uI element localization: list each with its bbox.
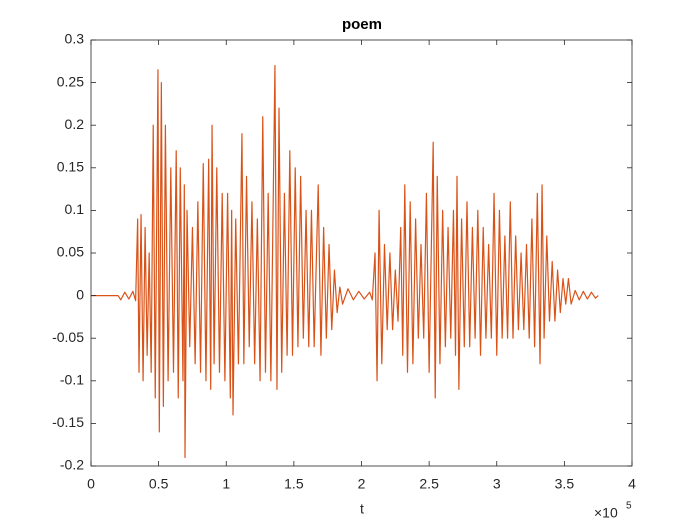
x-tick-label: 2 [358, 476, 366, 492]
x-tick-label: 4 [628, 476, 636, 492]
data-layer [91, 64, 599, 459]
x-multiplier-base: ×10 [594, 505, 618, 521]
x-tick-label: 3 [493, 476, 501, 492]
x-tick-label: 0.5 [149, 476, 169, 492]
y-tick-label: 0.15 [57, 159, 84, 175]
x-tick-label: 1 [222, 476, 230, 492]
y-tick-label: 0.05 [57, 244, 84, 260]
x-tick-label: 2.5 [419, 476, 439, 492]
x-tick-label: 0 [87, 476, 95, 492]
y-tick-label: -0.15 [52, 414, 84, 430]
y-tick-label: 0.2 [65, 116, 85, 132]
y-tick-label: 0 [76, 286, 84, 302]
waveform-line [91, 64, 599, 459]
y-tick-label: -0.2 [60, 457, 84, 473]
y-tick-label: 0.25 [57, 73, 84, 89]
chart-title: poem [342, 16, 382, 33]
x-axis-label: t [360, 501, 364, 517]
x-tick-label: 3.5 [555, 476, 575, 492]
x-tick-label: 1.5 [284, 476, 304, 492]
y-tick-label: 0.1 [65, 201, 85, 217]
x-multiplier-exponent: 5 [626, 501, 632, 512]
y-tick-label: 0.3 [65, 31, 85, 47]
y-tick-label: -0.1 [60, 372, 84, 388]
y-tick-label: -0.05 [52, 329, 84, 345]
